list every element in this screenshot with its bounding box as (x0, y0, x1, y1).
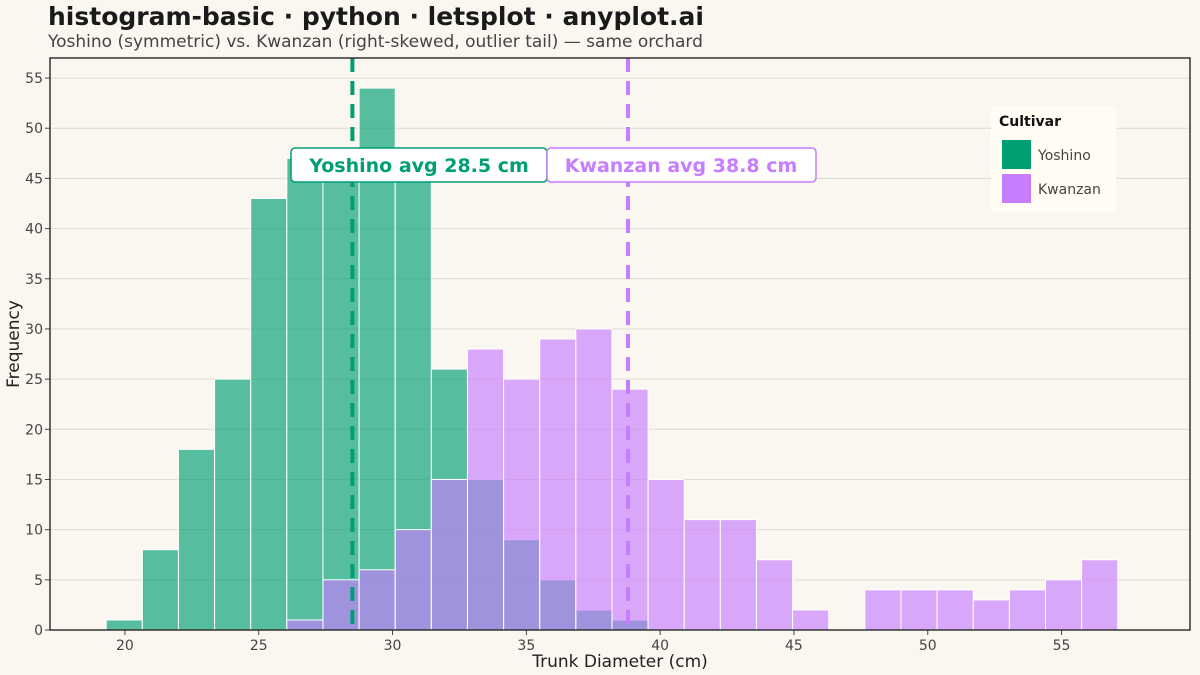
y-tick-label-50: 50 (25, 121, 43, 137)
y-tick-label-30: 30 (25, 322, 43, 338)
bar-yoshino-1 (141, 549, 179, 631)
bar-kwanzan-24 (972, 599, 1010, 631)
annotation-kwanzan-label: Kwanzan avg 38.8 cm (565, 155, 798, 177)
chart-subtitle: Yoshino (symmetric) vs. Kwanzan (right-s… (48, 32, 703, 52)
x-tick-label-50: 50 (919, 638, 937, 654)
bar-kwanzan-5 (286, 619, 324, 631)
annotation-yoshino-label: Yoshino avg 28.5 cm (308, 155, 529, 177)
x-tick-label-25: 25 (250, 638, 268, 654)
bar-kwanzan-27 (1081, 559, 1119, 631)
bar-kwanzan-8 (394, 529, 432, 631)
bar-kwanzan-10 (466, 348, 505, 631)
x-tick-label-55: 55 (1053, 638, 1071, 654)
bar-kwanzan-9 (430, 478, 468, 631)
x-tick-label-30: 30 (384, 638, 402, 654)
bar-yoshino-2 (177, 448, 216, 631)
legend-swatch-kwanzan (1002, 174, 1031, 203)
bar-kwanzan-16 (683, 519, 721, 631)
plot-frame (49, 57, 1191, 631)
x-axis-title: Trunk Diameter (cm) (531, 652, 708, 672)
bar-kwanzan-12 (539, 338, 577, 631)
bar-kwanzan-15 (647, 478, 685, 631)
annotation-yoshino-mean: Yoshino avg 28.5 cm (290, 147, 548, 183)
y-tick-label-15: 15 (25, 472, 43, 488)
bar-yoshino-4 (250, 197, 288, 631)
chart-title: histogram-basic · python · letsplot · an… (48, 2, 704, 31)
bar-kwanzan-22 (900, 589, 938, 631)
bar-kwanzan-17 (719, 519, 757, 631)
x-tick-label-40: 40 (651, 638, 669, 654)
x-tick-label-20: 20 (116, 638, 134, 654)
y-tick-label-25: 25 (25, 372, 43, 388)
bar-yoshino-5 (286, 157, 324, 631)
annotation-kwanzan-box (546, 147, 817, 183)
bar-kwanzan-21 (864, 589, 902, 631)
y-tick-label-10: 10 (25, 523, 43, 539)
legend-label-yoshino: Yoshino (1037, 148, 1091, 164)
legend-title: Cultivar (999, 114, 1061, 130)
annotation-kwanzan-mean: Kwanzan avg 38.8 cm (546, 147, 817, 183)
legend: Cultivar Yoshino Kwanzan (991, 106, 1116, 212)
bar-kwanzan-25 (1008, 589, 1046, 631)
bar-yoshino-3 (214, 378, 252, 631)
legend-swatch-yoshino (1002, 140, 1031, 169)
bar-kwanzan-23 (936, 589, 974, 631)
bar-kwanzan-14 (611, 388, 649, 631)
bar-kwanzan-11 (503, 378, 541, 631)
bar-kwanzan-18 (755, 559, 794, 631)
y-tick-label-45: 45 (25, 171, 43, 187)
y-tick-label-40: 40 (25, 222, 43, 238)
x-tick-label-35: 35 (517, 638, 535, 654)
y-tick-label-5: 5 (34, 573, 43, 589)
series-kwanzan-bars (286, 328, 1119, 631)
bar-kwanzan-13 (575, 328, 613, 631)
bar-yoshino-0 (105, 619, 143, 631)
y-tick-label-55: 55 (25, 71, 43, 87)
bar-kwanzan-26 (1044, 579, 1083, 631)
x-tick-label-45: 45 (785, 638, 803, 654)
y-tick-label-0: 0 (34, 623, 43, 639)
legend-label-kwanzan: Kwanzan (1038, 182, 1101, 198)
y-tick-label-20: 20 (25, 422, 43, 438)
y-tick-label-35: 35 (25, 272, 43, 288)
bar-kwanzan-7 (358, 569, 396, 631)
x-axis-ticks: 20 25 30 35 40 45 50 55 (116, 630, 1070, 654)
bar-kwanzan-19 (792, 609, 830, 631)
y-axis-title: Frequency (4, 300, 24, 388)
y-axis-ticks: 0 5 10 15 20 25 30 35 40 45 50 55 (25, 71, 50, 639)
